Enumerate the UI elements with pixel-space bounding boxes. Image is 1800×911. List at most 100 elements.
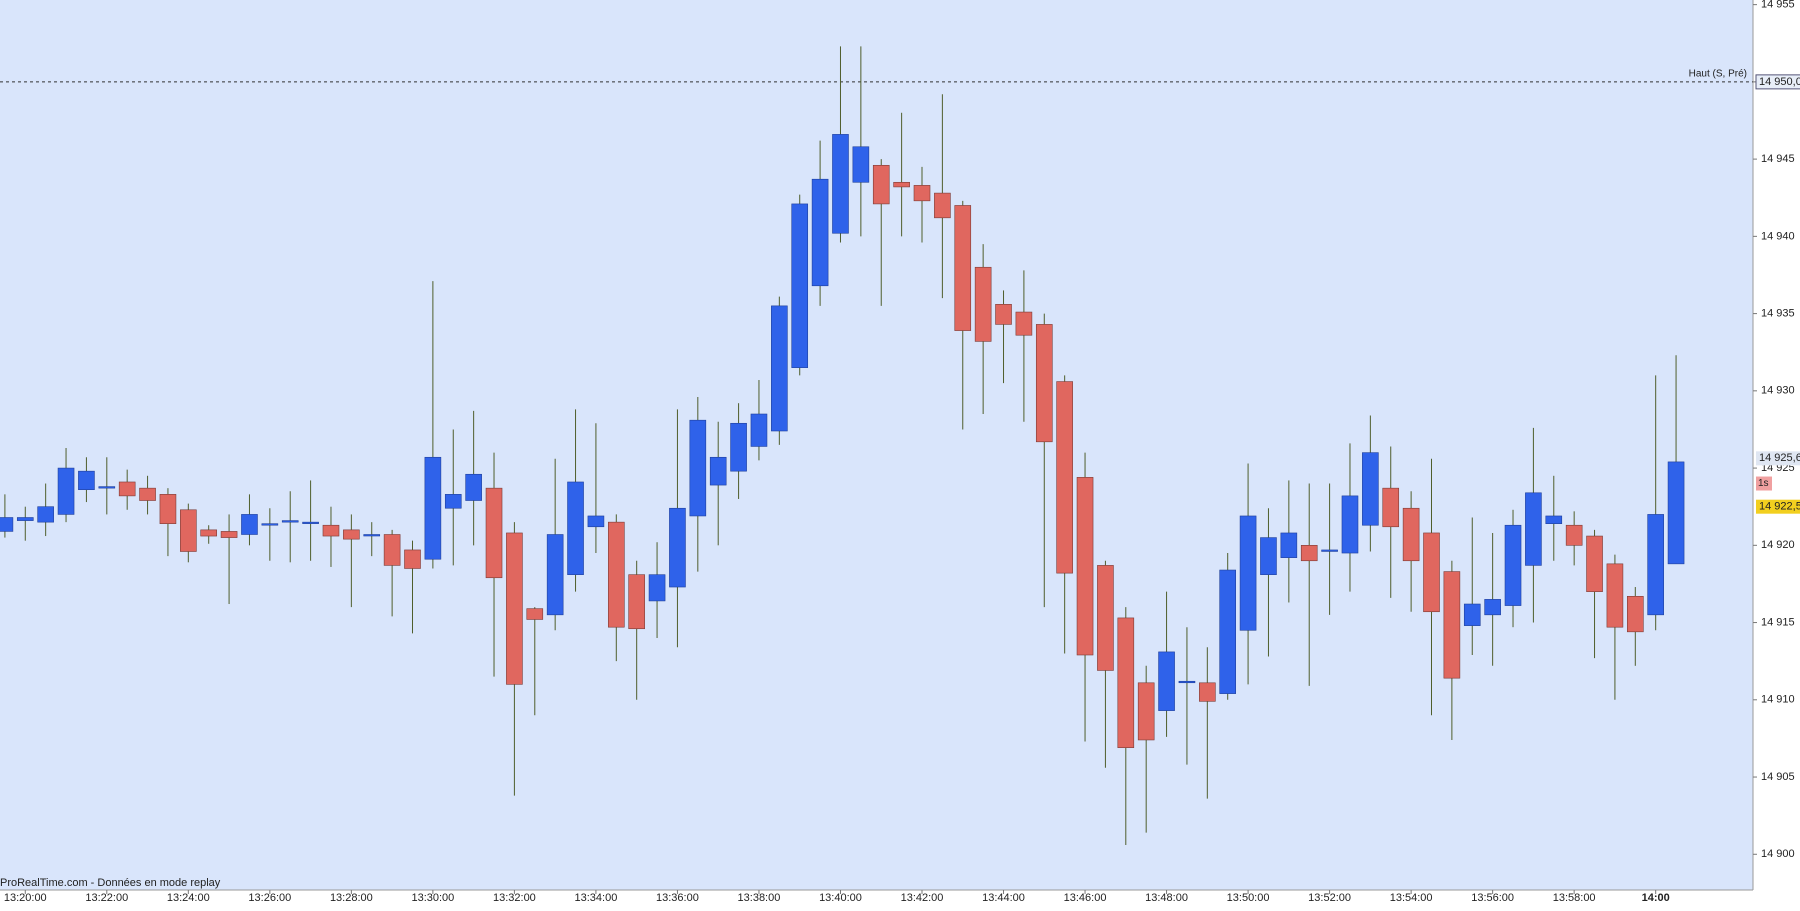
candle-body [546,534,564,616]
candle-body [37,506,54,523]
candle-body [1545,515,1563,524]
candle-body [954,205,972,331]
candle-body [526,608,544,620]
price-label: 14 950,00 [1759,76,1800,88]
candle-body [485,487,503,579]
x-tick-label: 13:56:00 [1471,892,1514,904]
candle-body [1667,461,1685,565]
x-tick-label: 13:38:00 [738,892,781,904]
candle-body [1117,617,1135,748]
candle-body [302,521,319,524]
y-tick-label: 14 935 [1761,308,1795,320]
candle-body [281,520,299,523]
candle-body [1199,682,1216,702]
candle-body [730,422,747,472]
candle-body [709,456,727,486]
timer-label: 1s [1758,478,1769,489]
price-label: 14 925,63 [1759,452,1800,464]
y-tick-label: 14 915 [1761,616,1795,628]
x-tick-label: 13:48:00 [1145,892,1188,904]
candle-body [1300,545,1318,562]
candle-body [1321,549,1338,552]
x-tick-label: 13:22:00 [85,892,128,904]
candle-body [1382,487,1400,528]
y-tick-label: 14 900 [1761,848,1795,860]
x-tick-label: 13:40:00 [819,892,862,904]
x-tick-label: 13:58:00 [1553,892,1596,904]
y-tick-label: 14 910 [1761,694,1795,706]
candle-body [1056,381,1073,574]
reference-label: Haut (S, Pré) [1689,69,1747,80]
x-tick-label: 13:26:00 [248,892,291,904]
candle-body [893,181,910,188]
candle-body [974,266,992,342]
candle-body [913,185,931,202]
candle-body [465,473,482,501]
candle-body [607,521,625,628]
x-tick-label: 13:50:00 [1227,892,1270,904]
candle-body [1525,492,1542,566]
timer-box [1756,476,1772,491]
y-tick-label: 14 930 [1761,385,1795,397]
candle-body [995,304,1012,325]
candle-body [669,507,686,588]
candle-body [424,456,442,560]
candle-body [1463,603,1481,626]
x-tick-label: 13:30:00 [411,892,454,904]
candle-body [1586,535,1603,592]
candle-body [98,486,116,489]
candle-body [322,524,340,537]
candle-body [343,529,360,540]
candle-body [750,413,768,447]
candle-body [1035,324,1053,443]
candle-body [363,534,381,537]
candle-body [771,305,788,432]
candle-body [1423,532,1440,613]
candle-body [261,523,279,526]
y-tick-label: 14 920 [1761,539,1795,551]
y-tick-label: 14 945 [1761,153,1795,165]
candle-body [567,481,584,575]
plot-background [0,0,1753,890]
candle-body [811,178,829,287]
candle-body [180,509,197,552]
candle-body [1076,477,1094,656]
candle-body [444,494,462,509]
price-box [1756,499,1800,514]
candle-body [648,574,666,602]
candle-body [1178,680,1196,684]
price-box [1755,74,1800,90]
candle-body [1627,595,1644,633]
candle-body [1015,311,1033,336]
x-tick-label: 13:20:00 [4,892,47,904]
candle-body [1280,532,1298,558]
candle-body [0,517,14,532]
candle-body [1606,563,1624,628]
candle-body [1219,569,1236,694]
x-tick-label: 13:34:00 [575,892,618,904]
x-tick-label: 13:44:00 [982,892,1025,904]
candle-body [689,419,707,517]
candle-body [383,534,401,566]
candle-body [16,517,34,521]
x-tick-label: 14:00 [1642,892,1670,904]
candle-body [200,529,217,537]
x-tick-label: 13:36:00 [656,892,699,904]
candle-body [628,574,645,630]
y-tick-label: 14 955 [1761,0,1795,11]
candle-body [852,146,870,183]
x-tick-label: 13:46:00 [1064,892,1107,904]
candle-body [241,514,258,535]
candle-body [220,531,238,538]
x-tick-label: 13:32:00 [493,892,536,904]
candle-body [1504,524,1522,606]
x-tick-label: 13:54:00 [1390,892,1433,904]
x-tick-label: 13:52:00 [1308,892,1351,904]
candle-body [1484,599,1501,616]
y-tick-label: 14 905 [1761,771,1795,783]
x-tick-label: 13:42:00 [901,892,944,904]
candle-body [1260,537,1277,575]
candle-body [1362,452,1379,526]
candle-body [1137,682,1155,741]
